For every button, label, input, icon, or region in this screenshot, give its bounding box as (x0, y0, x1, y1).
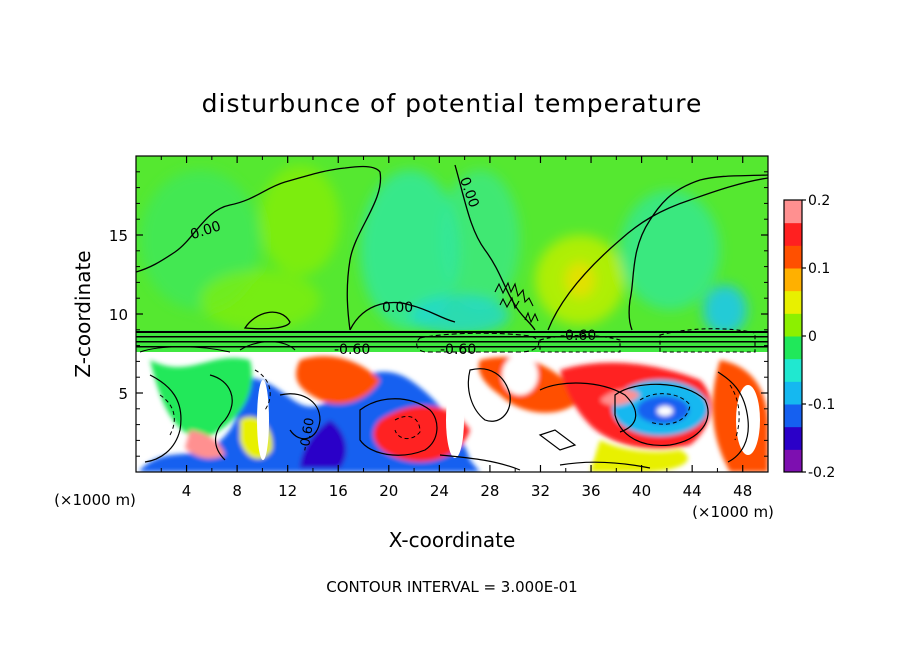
x-unit-label-left: (×1000 m) (54, 491, 136, 509)
chart-title: disturbunce of potential temperature (202, 89, 703, 118)
contour-label: -0.60 (440, 342, 476, 358)
contour-label: -0.60 (297, 417, 318, 453)
y-tick-label: 5 (118, 385, 128, 403)
x-axis-title: X-coordinate (389, 528, 516, 552)
x-tick-label: 44 (683, 482, 702, 500)
x-tick-label: 8 (232, 482, 242, 500)
colorbar: 0.2 0.1 0 -0.1 -0.2 (783, 193, 835, 481)
x-tick-label: 12 (278, 482, 297, 500)
x-tick-label: 16 (329, 482, 348, 500)
colorbar-swatch (784, 268, 802, 292)
colorbar-swatch (784, 381, 802, 405)
colorbar-tick-label: -0.1 (808, 397, 835, 413)
x-axis: 4 8 12 16 20 24 28 32 36 40 44 48 (160, 156, 752, 500)
colorbar-tick-label: 0.2 (808, 193, 830, 209)
contour-label: -0.60 (560, 328, 596, 344)
y-axis-title: Z-coordinate (71, 250, 95, 377)
x-unit-label-right: (×1000 m) (692, 503, 774, 521)
colorbar-tick-label: 0 (808, 329, 817, 345)
y-axis: 5 10 15 (109, 171, 768, 457)
colorbar-swatch (784, 200, 802, 224)
x-tick-label: 24 (430, 482, 449, 500)
colorbar-swatch (784, 358, 802, 382)
colorbar-swatch (784, 313, 802, 337)
x-tick-label: 40 (632, 482, 651, 500)
colorbar-swatch (784, 426, 802, 450)
colorbar-swatch (784, 222, 802, 246)
x-tick-label: 28 (480, 482, 499, 500)
colorbar-swatch (784, 449, 802, 473)
contour-interval-note: CONTOUR INTERVAL = 3.000E-01 (326, 578, 577, 596)
y-tick-label: 10 (109, 306, 128, 324)
x-tick-label: 48 (733, 482, 752, 500)
colorbar-swatch (784, 336, 802, 360)
x-tick-label: 36 (581, 482, 600, 500)
colorbar-swatch (784, 290, 802, 314)
colorbar-tick-label: -0.2 (808, 465, 835, 481)
contour-label: -0.60 (334, 342, 370, 358)
x-tick-label: 20 (379, 482, 398, 500)
plot-field (136, 156, 768, 472)
contour-label: 0.00 (382, 300, 413, 316)
colorbar-swatch (784, 245, 802, 269)
x-tick-label: 4 (182, 482, 192, 500)
y-tick-label: 15 (109, 227, 128, 245)
colorbar-tick-label: 0.1 (808, 261, 830, 277)
x-tick-label: 32 (531, 482, 550, 500)
colorbar-swatch (784, 404, 802, 428)
